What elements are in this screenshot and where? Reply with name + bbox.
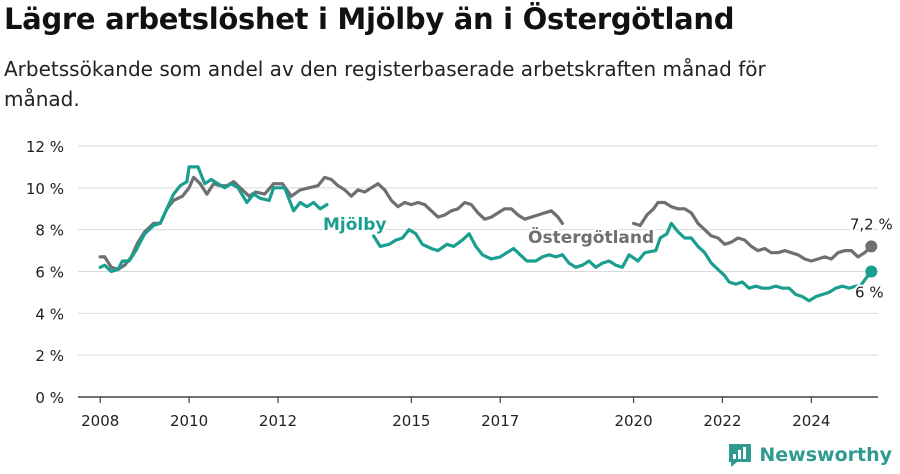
ostergotland-series-label: Östergötland — [528, 226, 654, 248]
y-axis-ticks: 0 % 2 % 4 % 6 % 8 % 10 % 12 % — [26, 138, 64, 407]
y-tick-label: 6 % — [35, 264, 64, 282]
mjolby-end-value: 6 % — [855, 284, 884, 302]
mjolby-series-label: Mjölby — [323, 215, 387, 235]
y-tick-label: 12 % — [26, 138, 64, 156]
x-tick-label: 2008 — [81, 412, 119, 430]
gridlines — [78, 145, 878, 398]
brand-name: Newsworthy — [759, 444, 892, 466]
newsworthy-logo[interactable]: Newsworthy — [727, 442, 892, 468]
x-tick-label: 2012 — [259, 412, 297, 430]
y-tick-label: 2 % — [35, 347, 64, 365]
y-tick-label: 4 % — [35, 305, 64, 323]
x-tick-label: 2010 — [170, 412, 208, 430]
ostergotland-end-point[interactable] — [865, 240, 878, 253]
x-tick-label: 2024 — [792, 412, 830, 430]
y-tick-label: 10 % — [26, 180, 64, 198]
x-tick-label: 2020 — [614, 412, 652, 430]
newsworthy-icon — [729, 444, 752, 467]
x-tick-label: 2017 — [481, 412, 519, 430]
series-lines — [98, 165, 878, 303]
ostergotland-line — [98, 175, 873, 271]
chart-title: Lägre arbetslöshet i Mjölby än i Östergö… — [4, 2, 735, 36]
x-tick-label: 2022 — [703, 412, 741, 430]
chart-subtitle: Arbetssökande som andel av den registerb… — [4, 57, 766, 111]
x-tick-label: 2015 — [392, 412, 430, 430]
ostergotland-end-value: 7,2 % — [850, 215, 893, 233]
mjolby-end-point[interactable] — [865, 265, 878, 278]
x-axis: 2008 2010 2012 2015 2017 2020 2022 2024 — [81, 397, 830, 430]
series-labels: Mjölby Östergötland 7,2 % 6 % — [321, 213, 895, 304]
y-tick-label: 0 % — [35, 389, 64, 407]
mjolby-line — [98, 165, 873, 303]
y-tick-label: 8 % — [35, 222, 64, 240]
